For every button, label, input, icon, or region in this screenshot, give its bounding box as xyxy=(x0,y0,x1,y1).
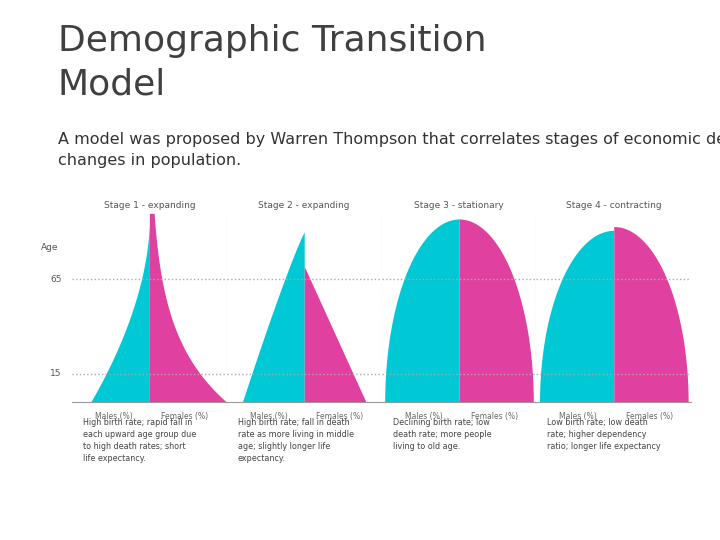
Text: Females (%): Females (%) xyxy=(316,411,364,421)
Text: High birth rate; rapid fall in
each upward age group due
to high death rates; sh: High birth rate; rapid fall in each upwa… xyxy=(83,418,197,463)
Text: 65: 65 xyxy=(50,275,62,284)
Text: Males (%): Males (%) xyxy=(559,411,597,421)
Text: High birth rate; fall in death
rate as more living in middle
age; slightly longe: High birth rate; fall in death rate as m… xyxy=(238,418,354,463)
Text: A model was proposed by Warren Thompson that correlates stages of economic devel: A model was proposed by Warren Thompson … xyxy=(58,132,720,168)
Text: Females (%): Females (%) xyxy=(626,411,673,421)
Text: Age: Age xyxy=(41,243,58,252)
Text: Females (%): Females (%) xyxy=(161,411,209,421)
Title: Stage 2 - expanding: Stage 2 - expanding xyxy=(258,201,350,210)
Text: Declining birth rate; low
death rate; more people
living to old age.: Declining birth rate; low death rate; mo… xyxy=(392,418,491,451)
Text: 15: 15 xyxy=(50,369,62,379)
Title: Stage 3 - stationary: Stage 3 - stationary xyxy=(414,201,504,210)
Title: Stage 4 - contracting: Stage 4 - contracting xyxy=(566,201,662,210)
Text: Males (%): Males (%) xyxy=(95,411,132,421)
Text: Low birth rate; low death
rate; higher dependency
ratio; longer life expectancy: Low birth rate; low death rate; higher d… xyxy=(547,418,661,451)
Title: Stage 1 - expanding: Stage 1 - expanding xyxy=(104,201,195,210)
Text: Demographic Transition: Demographic Transition xyxy=(58,24,486,58)
Text: Males (%): Males (%) xyxy=(250,411,287,421)
Text: Males (%): Males (%) xyxy=(405,411,442,421)
Text: Model: Model xyxy=(58,68,166,102)
Text: Females (%): Females (%) xyxy=(471,411,518,421)
